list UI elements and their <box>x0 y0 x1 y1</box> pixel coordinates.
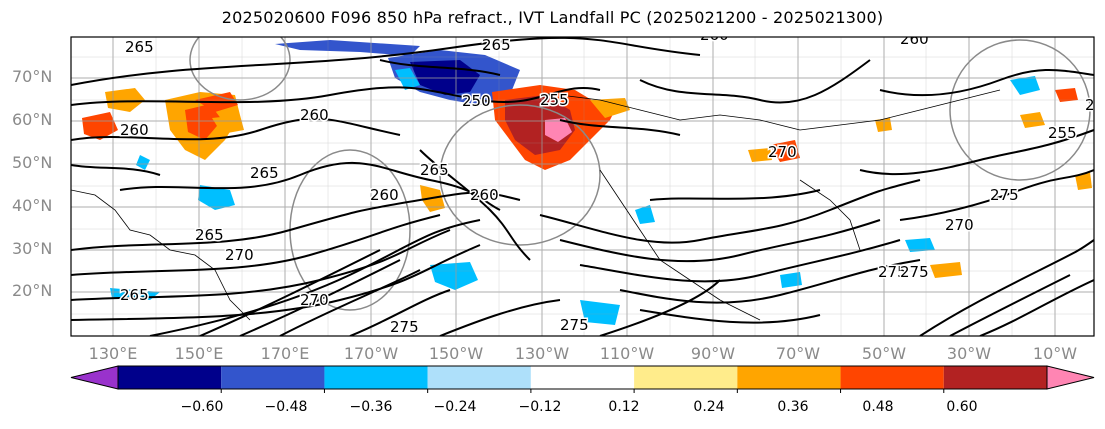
lat-label: 50°N <box>12 153 53 172</box>
lon-label: 170°E <box>260 344 310 363</box>
contour-label: 265 <box>420 161 449 179</box>
colorbar-segment <box>324 366 428 389</box>
contour-label: 270 <box>300 291 329 309</box>
contour-label: 260 <box>700 26 729 44</box>
contour-label: 255 <box>1085 96 1105 114</box>
lon-label: 130°W <box>514 344 570 363</box>
colorbar-tick-label: −0.36 <box>349 399 393 415</box>
colorbar-tick-label: −0.12 <box>518 399 562 415</box>
contour-label: 260 <box>370 186 399 204</box>
colorbar-tick-label: −0.60 <box>180 399 224 415</box>
colorbar-segment <box>840 366 944 389</box>
lon-label: 110°W <box>599 344 655 363</box>
contour-label: 250 <box>462 92 491 110</box>
lon-label: 30°W <box>946 344 992 363</box>
map-border <box>70 36 1095 337</box>
contour-label: 275 <box>900 263 929 281</box>
colorbar-tick-label: 0.60 <box>946 399 978 415</box>
colorbar-tick-label: 0.36 <box>777 399 809 415</box>
contour-label: 265 <box>120 286 149 304</box>
contour-label: 265 <box>482 36 511 54</box>
colorbar-border <box>117 365 1048 390</box>
lon-label: 10°W <box>1032 344 1078 363</box>
lon-label: 150°E <box>174 344 224 363</box>
contour-label: 275 <box>560 316 589 334</box>
contour-label: 260 <box>470 186 499 204</box>
colorbar-tick-label: 0.12 <box>608 399 640 415</box>
lon-label: 70°W <box>775 344 821 363</box>
contour-label: 265 <box>125 38 154 56</box>
contour-label: 265 <box>195 226 224 244</box>
lon-label: 170°W <box>343 344 399 363</box>
lon-label: 130°E <box>88 344 138 363</box>
colorbar-tick-label: 0.48 <box>862 399 894 415</box>
colorbar-tick-label: −0.24 <box>433 399 477 415</box>
lon-label: 50°W <box>861 344 907 363</box>
refractivity-contours <box>71 37 1094 336</box>
colorbar-extend-low <box>70 365 119 390</box>
contour-label: 255 <box>540 91 569 109</box>
lat-label: 60°N <box>12 110 53 129</box>
shading-layer <box>82 40 1092 325</box>
colorbar-tick-label: 0.24 <box>693 399 725 415</box>
colorbar-segment <box>118 366 222 389</box>
contour-label: 260 <box>120 121 149 139</box>
lon-label: 90°W <box>690 344 736 363</box>
contour-label: 255 <box>1048 124 1077 142</box>
lat-label: 70°N <box>12 67 53 86</box>
map-title: 2025020600 F096 850 hPa refract., IVT La… <box>221 8 884 27</box>
colorbar-tick-label: −0.48 <box>264 399 308 415</box>
lat-label: 40°N <box>12 196 53 215</box>
colorbar-segment <box>530 366 635 389</box>
contour-label: 265 <box>250 164 279 182</box>
colorbar-segment <box>943 366 1047 389</box>
lat-label: 30°N <box>12 239 53 258</box>
contour-label: 275 <box>878 263 907 281</box>
contour-label: 270 <box>225 246 254 264</box>
lon-label: 150°W <box>428 344 484 363</box>
gridlines <box>71 37 1094 336</box>
colorbar-extend-high <box>1046 365 1095 390</box>
lat-label: 20°N <box>12 281 53 300</box>
colorbar-segment <box>634 366 738 389</box>
contour-label: 270 <box>945 216 974 234</box>
colorbar-segment <box>221 366 325 389</box>
contour-label: 260 <box>300 106 329 124</box>
contour-label: 260 <box>900 30 929 48</box>
contour-label: 275 <box>990 186 1019 204</box>
colorbar-segment <box>427 366 531 389</box>
contour-label: 270 <box>768 143 797 161</box>
colorbar-segment <box>737 366 841 389</box>
contour-label: 275 <box>390 318 419 336</box>
